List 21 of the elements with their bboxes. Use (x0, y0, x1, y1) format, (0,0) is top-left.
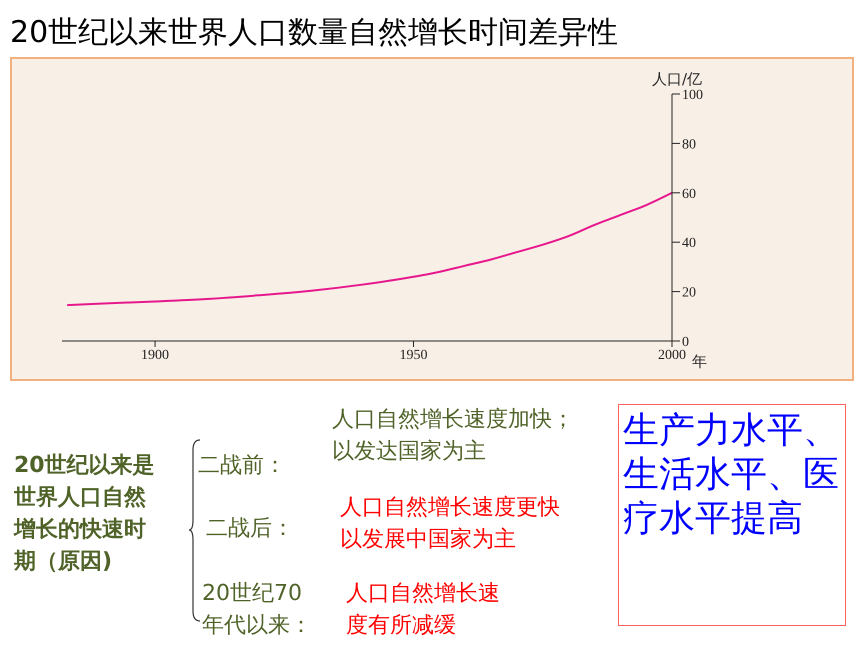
y-tick-label: 100 (682, 88, 703, 103)
y-tick-label: 0 (682, 334, 689, 350)
x-axis-title: 年 (692, 352, 707, 370)
chart-title: 20世纪以来世界人口数量自然增长时间差异性 (10, 14, 618, 52)
text: 生产力水平、生活水平、医疗水平提高 (618, 404, 846, 626)
text: 人口自然增长速度更快以发展中国家为主 (340, 494, 561, 554)
text: 20世纪70年代以来： (202, 580, 313, 640)
text: 20世纪以来是世界人口自然增长的快速时期（原因) (14, 452, 156, 576)
text: 人口自然增长速度加快；以发达国家为主 (332, 406, 575, 466)
y-axis-title: 人口/亿 (652, 70, 702, 88)
text: 二战后： (206, 515, 295, 543)
y-tick-label: 40 (682, 236, 696, 252)
text: 二战前： (198, 452, 287, 480)
x-tick-label: 1950 (400, 348, 428, 363)
y-tick-label: 60 (682, 186, 696, 202)
y-tick-label: 20 (682, 286, 696, 301)
line-series (66, 192, 672, 306)
text: 人口自然增长速度有所减缓 (346, 580, 501, 640)
x-tick-label: 1900 (141, 348, 170, 363)
y-tick-label: 80 (682, 137, 696, 152)
x-tick-label: 2000 (658, 348, 686, 363)
